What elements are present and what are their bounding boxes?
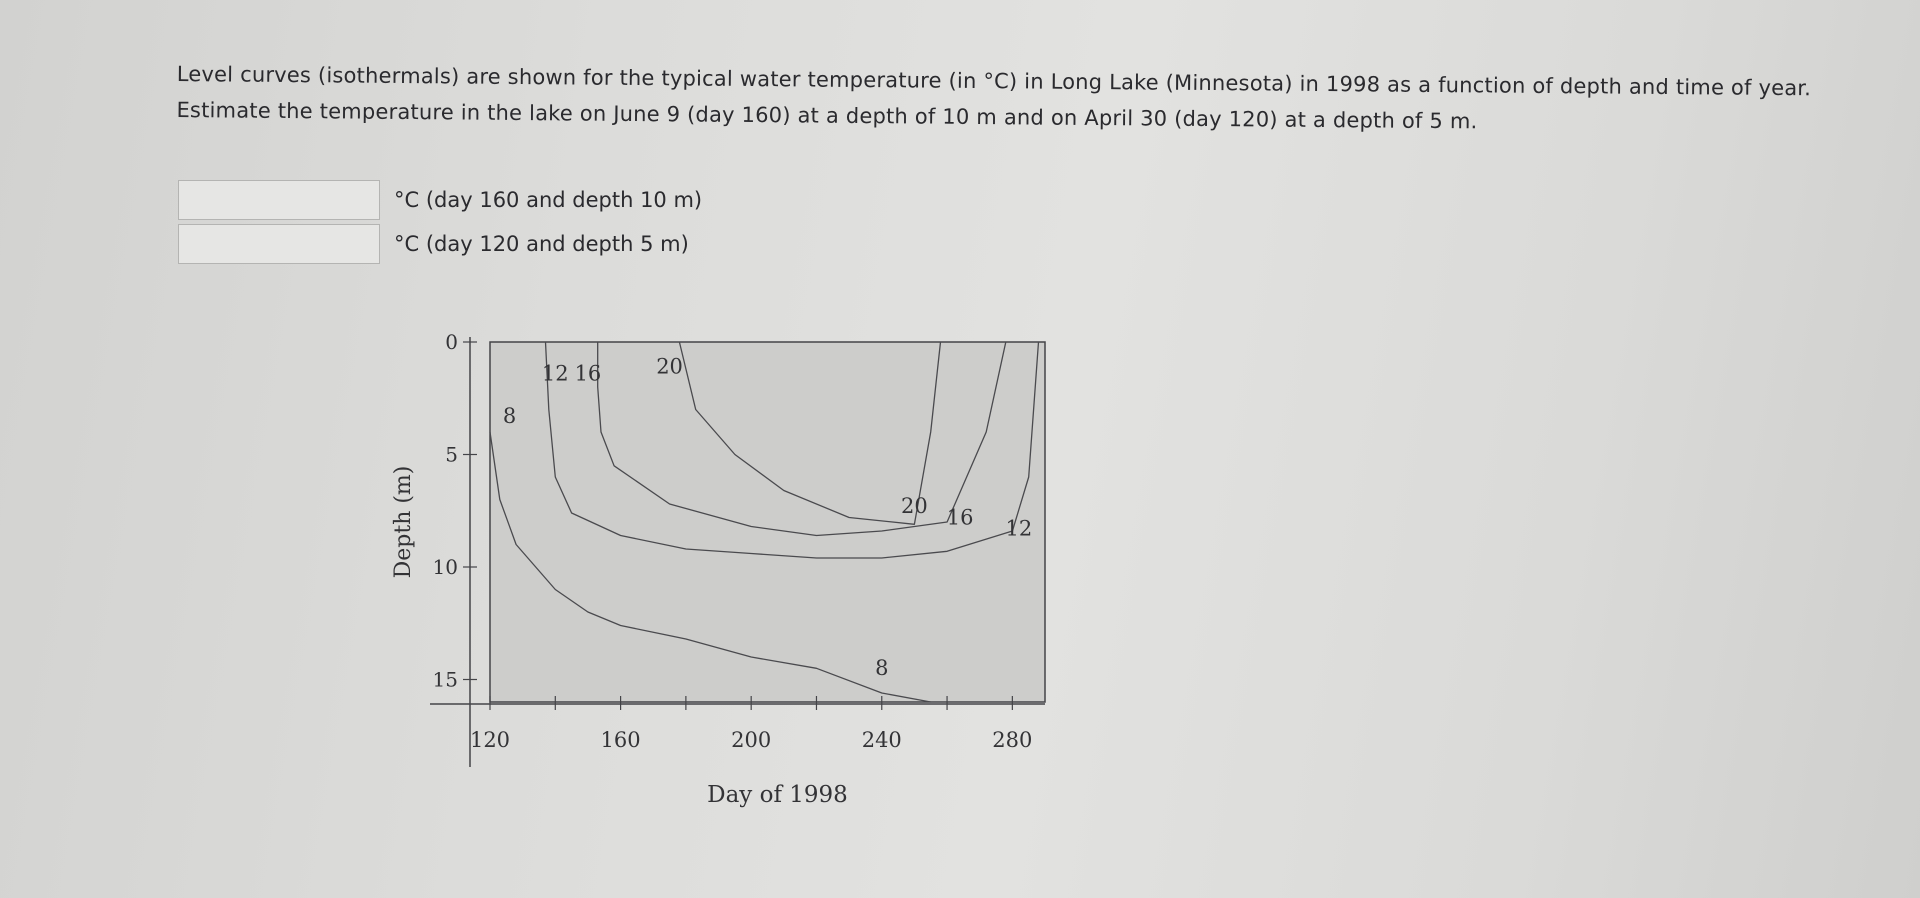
y-axis-title: Depth (m) [391,466,416,579]
answer-input-day120[interactable] [178,224,380,264]
answer-input-day160[interactable] [178,180,380,220]
answer-list: °C (day 160 and depth 10 m) °C (day 120 … [178,178,702,266]
x-tick-label: 240 [862,728,902,752]
x-tick-label: 200 [731,728,771,752]
contour-label: 12 [1006,517,1033,541]
contour-label: 16 [575,361,602,385]
contour-label: 16 [947,505,974,529]
x-tick-label: 160 [601,728,641,752]
answer-unit-label: °C (day 160 and depth 10 m) [394,188,703,212]
contour-label: 20 [901,494,928,518]
contour-label: 12 [542,361,569,385]
y-tick-label: 15 [433,668,458,692]
contour-label: 20 [656,355,683,379]
x-tick-label: 280 [992,728,1032,752]
answer-row-1: °C (day 160 and depth 10 m) [178,178,702,222]
x-axis-title: Day of 1998 [707,782,848,808]
y-tick-label: 10 [433,555,458,579]
y-tick-label: 0 [445,330,458,354]
plot-area [489,341,1046,703]
contour-label: 8 [503,404,516,428]
y-tick-label: 5 [445,443,458,467]
isotherm-12 [544,341,1040,559]
isotherm-20 [678,341,942,525]
isotherm-figure: 0 5 10 15 120 160 200 240 280 12 16 20 8 20 16 12 8 Day o… [380,300,1080,824]
contour-label: 8 [875,656,888,680]
x-tick-label: 120 [470,728,510,752]
question-text: Level curves (isothermals) are shown for… [176,61,1812,134]
answer-row-2: °C (day 120 and depth 5 m) [178,222,702,266]
answer-unit-label: °C (day 120 and depth 5 m) [394,232,689,256]
isotherm-16 [597,341,1007,537]
isotherm-8 [489,431,931,703]
